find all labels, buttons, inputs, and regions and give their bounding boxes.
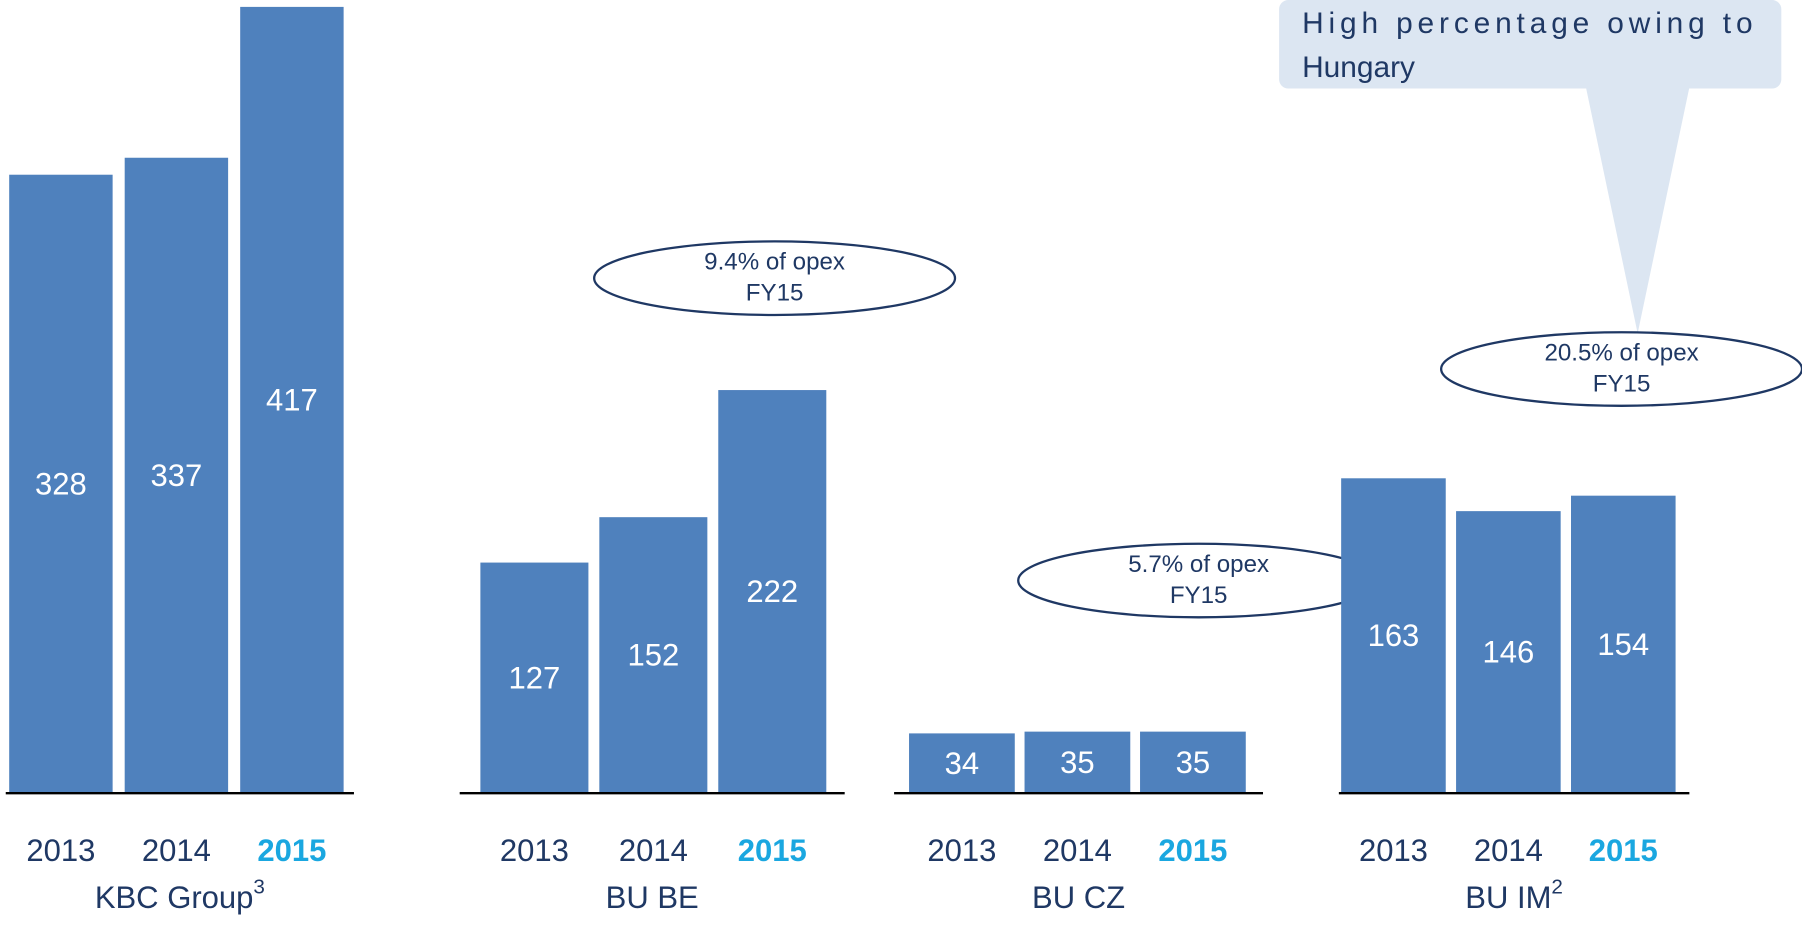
- x-tick-label: 2015: [1158, 833, 1227, 868]
- x-tick-label: 2014: [619, 833, 688, 868]
- panel-title: BU IM2: [1465, 876, 1563, 915]
- bar: [1140, 731, 1246, 794]
- panel-title: KBC Group3: [95, 876, 265, 915]
- annotation-text: 20.5% of opex: [1544, 339, 1698, 366]
- value-label: 337: [151, 458, 203, 493]
- value-label: 35: [1176, 745, 1210, 780]
- annotation-ellipse: [1440, 331, 1802, 407]
- value-label: 328: [35, 466, 87, 501]
- bar: [480, 562, 589, 794]
- x-tick-label: 2013: [927, 833, 996, 868]
- title-text: BU IM: [1465, 880, 1551, 915]
- callout-shape: [1279, 0, 1782, 334]
- x-tick-label: 2013: [26, 833, 95, 868]
- title-text: BU CZ: [1032, 880, 1125, 915]
- x-tick-label: 2013: [1359, 833, 1428, 868]
- bar: [1024, 731, 1131, 794]
- title-note: 3: [253, 876, 264, 899]
- bar: [240, 6, 344, 794]
- annotation-text: 5.7% of opex: [1128, 551, 1269, 578]
- value-label: 417: [266, 383, 318, 418]
- bar: [124, 157, 229, 794]
- panel-title: BU BE: [606, 880, 699, 915]
- value-label: 35: [1060, 745, 1094, 780]
- bar: [1571, 495, 1676, 794]
- x-tick-label: 2014: [1474, 833, 1543, 868]
- value-label: 34: [945, 746, 979, 781]
- x-tick-label: 2014: [1043, 833, 1112, 868]
- bar: [599, 517, 708, 794]
- x-tick-label: 2015: [1589, 833, 1658, 868]
- value-label: 146: [1482, 635, 1534, 670]
- bar: [909, 733, 1015, 794]
- bar: [1456, 511, 1561, 794]
- title-note: 2: [1551, 876, 1562, 899]
- x-tick-label: 2015: [738, 833, 807, 868]
- value-label: 222: [746, 574, 798, 609]
- title-text: BU BE: [606, 880, 699, 915]
- panel-title: BU CZ: [1032, 880, 1125, 915]
- annotation-ellipse: [593, 240, 957, 317]
- x-tick-label: 2013: [500, 833, 569, 868]
- annotation-text: FY15: [1593, 370, 1651, 397]
- x-tick-label: 2015: [257, 833, 326, 868]
- callout-text: Hungary: [1302, 51, 1415, 84]
- value-label: 163: [1368, 618, 1420, 653]
- bar: [718, 390, 827, 794]
- value-label: 154: [1597, 627, 1649, 662]
- annotation-text: FY15: [746, 280, 804, 307]
- annotation-text: 9.4% of opex: [704, 249, 845, 276]
- x-tick-label: 2014: [142, 833, 211, 868]
- title-text: KBC Group: [95, 880, 254, 915]
- value-label: 152: [627, 638, 679, 673]
- bar: [1341, 478, 1446, 794]
- annotation-text: FY15: [1170, 582, 1228, 609]
- bar: [9, 174, 113, 794]
- value-label: 127: [509, 660, 561, 695]
